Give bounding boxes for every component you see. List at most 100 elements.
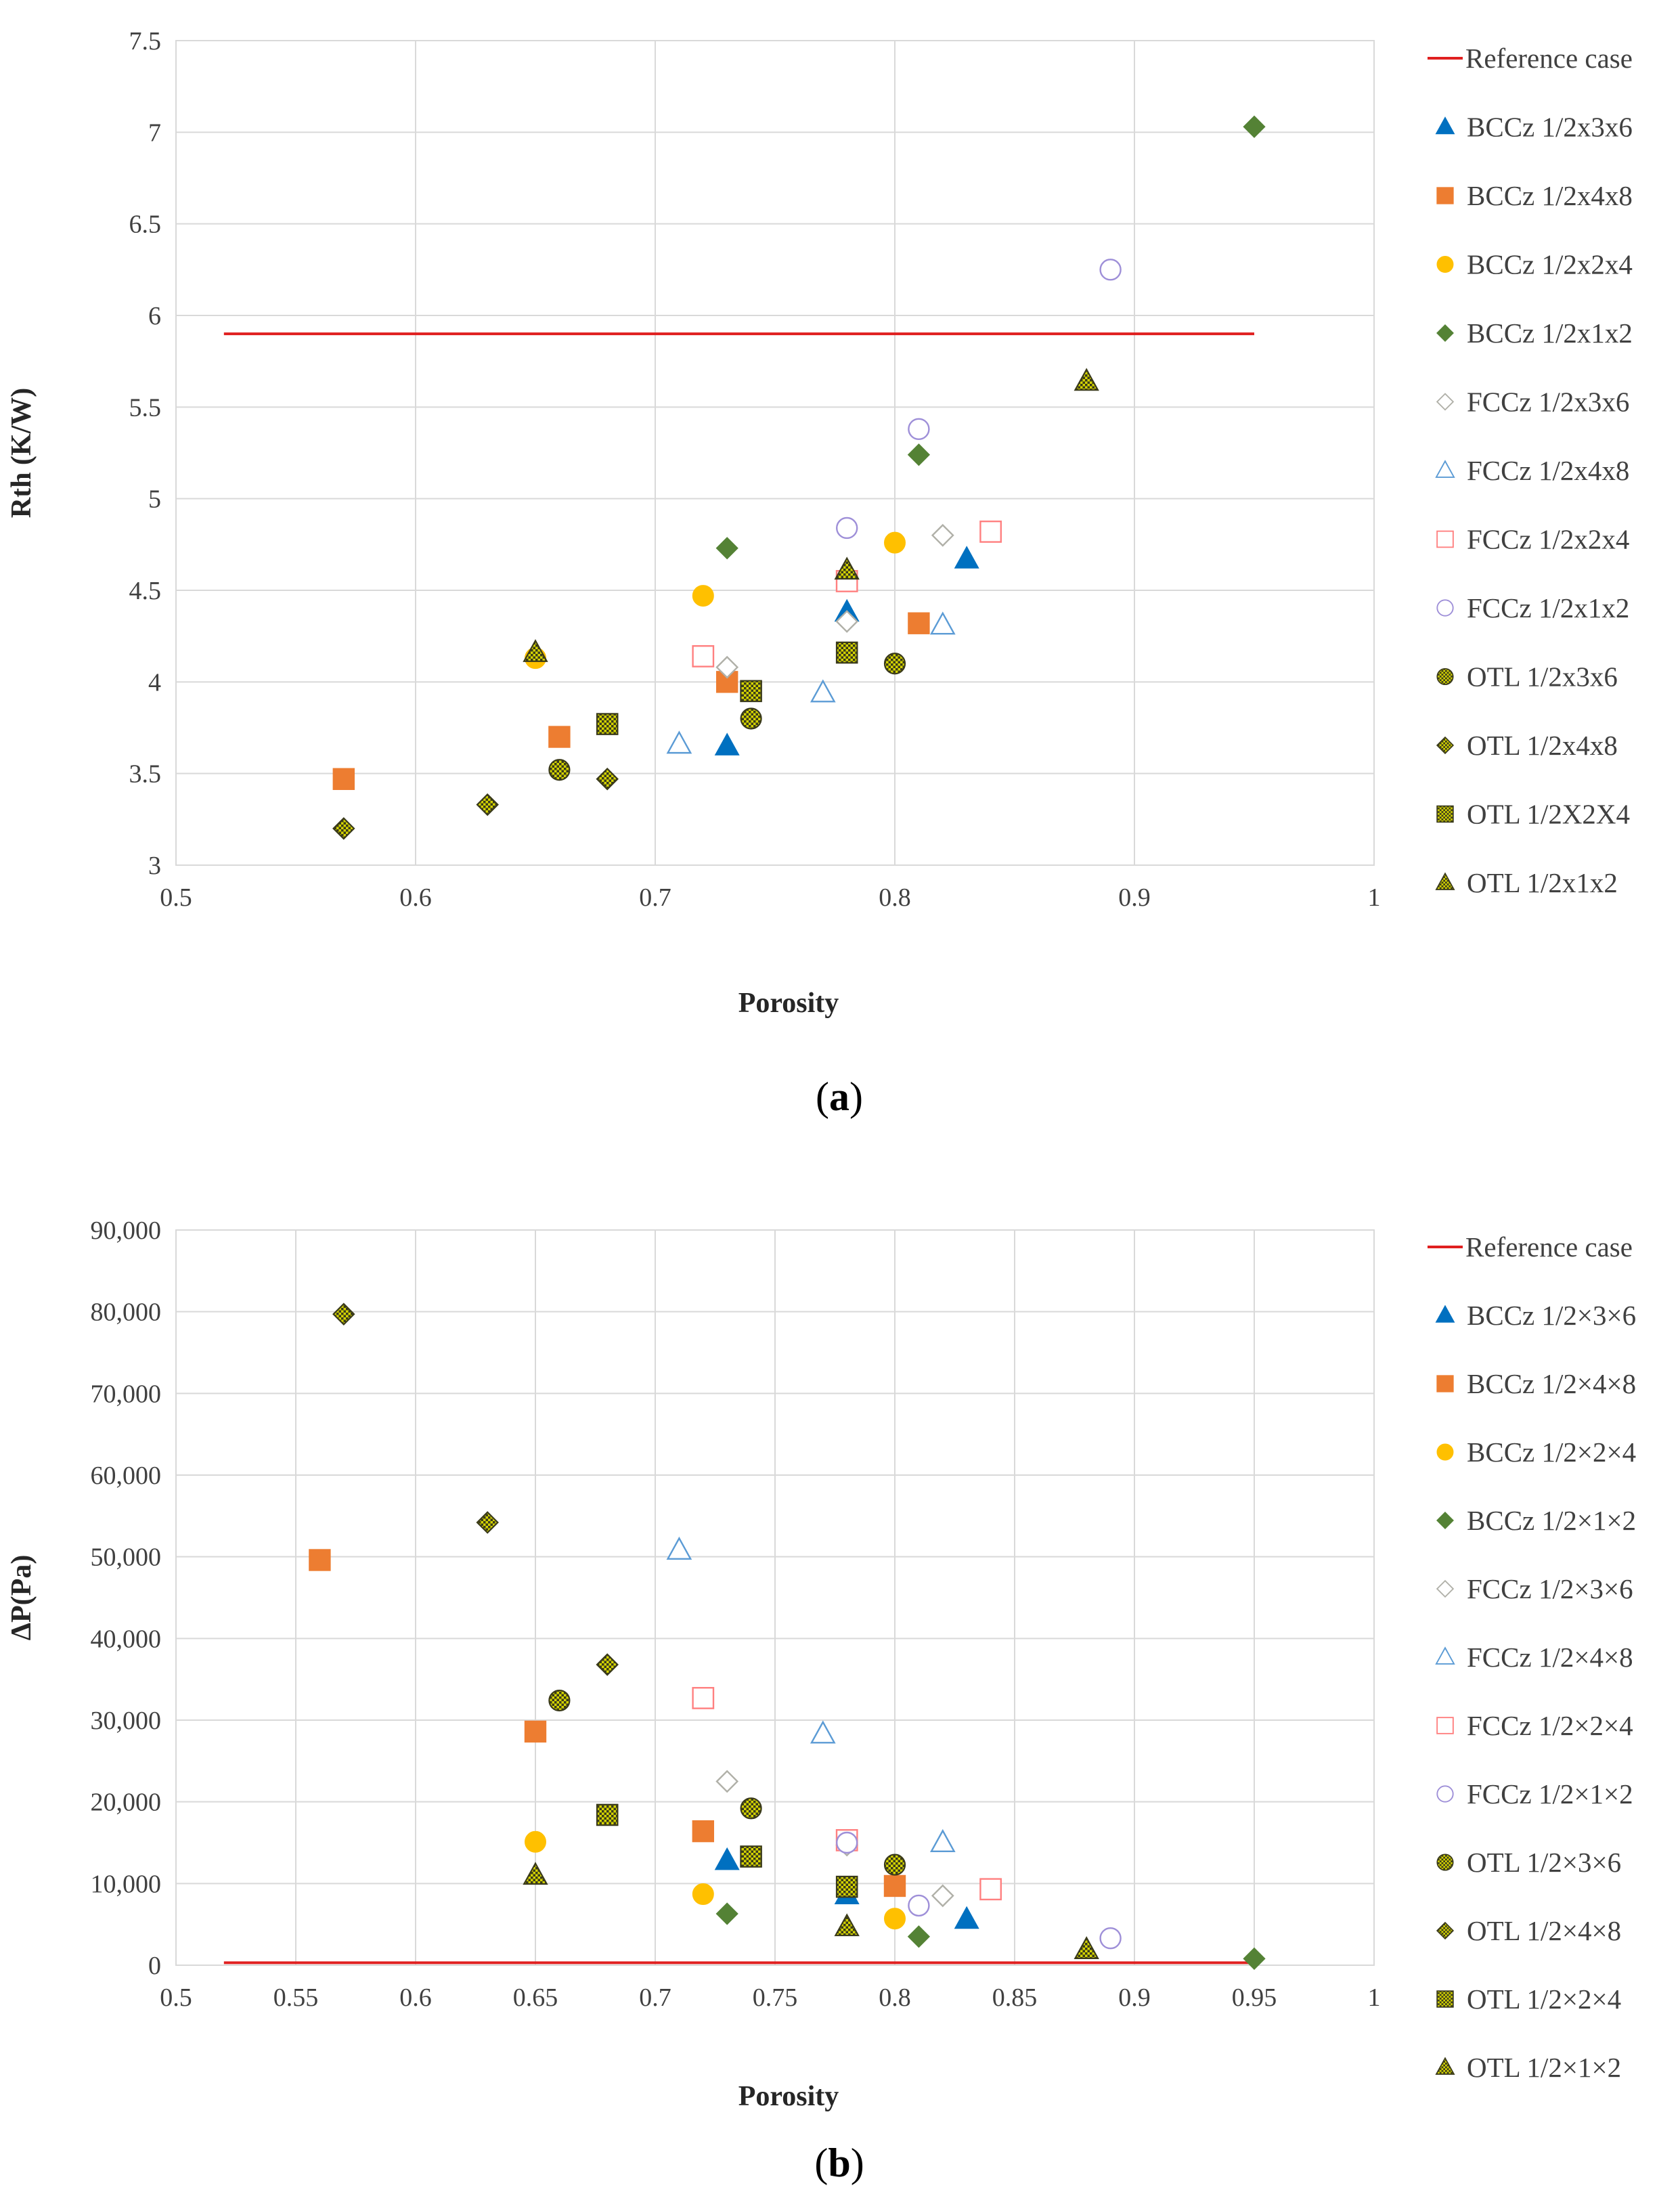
- legend-swatch-wrap: [1436, 1375, 1454, 1392]
- legend-marker-swatch: [1436, 393, 1455, 411]
- legend-item: BCCz 1/2x4x8: [1436, 180, 1633, 211]
- legend-item: OTL 1/2X2X4: [1436, 799, 1630, 830]
- legend-swatch-wrap: [1436, 1921, 1455, 1940]
- series-a-5: [715, 523, 954, 679]
- panel-a: 3 3.5 4 4.5 5 5.5 6 6.5 7 7.5 0.5 0.6 0.7 0.8 0.9 1 Poro…: [6, 27, 1633, 1119]
- data-point: [1243, 1947, 1266, 1970]
- x-tick-label-b: 0.55: [273, 1983, 319, 2012]
- data-point: [884, 531, 906, 554]
- data-point: [810, 1720, 836, 1744]
- legend-item: BCCz 1/2×2×4: [1436, 1436, 1636, 1468]
- data-point: [1074, 368, 1099, 391]
- legend-marker-swatch: [1436, 187, 1454, 204]
- y-tick-label-a: 3: [148, 852, 161, 880]
- legend-label: FCCz 1/2×2×4: [1467, 1710, 1633, 1741]
- y-tick-label-b: 10,000: [91, 1870, 162, 1898]
- data-point: [929, 611, 956, 635]
- legend-label: FCCz 1/2x1x2: [1467, 592, 1629, 623]
- data-point: [883, 1853, 906, 1876]
- legend-swatch-wrap: [1436, 1512, 1454, 1529]
- series-b-4: [715, 1902, 1266, 1970]
- y-tick-label-a: 3.5: [129, 760, 162, 789]
- legend-marker-swatch: [1435, 116, 1455, 135]
- series-a-11: [596, 641, 858, 735]
- data-point: [883, 653, 906, 675]
- data-point: [834, 556, 860, 580]
- data-point: [714, 732, 740, 755]
- data-point: [908, 1894, 930, 1917]
- panel-b: 0 10,000 20,000 30,000 40,000 50,000 60,000 70,…: [6, 1216, 1636, 2185]
- panel-caption-b: (b): [814, 2141, 864, 2185]
- legend-marker-swatch: [1436, 667, 1454, 686]
- y-axis-label-a: Rth (K/W): [6, 388, 37, 519]
- data-point: [954, 546, 979, 569]
- data-point: [596, 768, 619, 791]
- data-point: [692, 1883, 714, 1906]
- data-point: [525, 1830, 546, 1853]
- data-point: [979, 520, 1002, 543]
- y-tick-label-a: 6: [148, 302, 161, 330]
- series-b-12: [523, 1862, 1099, 1959]
- series-a-2: [332, 612, 930, 790]
- legend-label: OTL 1/2×3×6: [1467, 1847, 1621, 1878]
- legend-marker-swatch: [1435, 2057, 1455, 2075]
- x-tick-label-a: 0.9: [1118, 883, 1151, 912]
- data-point: [834, 1913, 860, 1937]
- legend-item: BCCz 1/2×4×8: [1436, 1368, 1636, 1399]
- data-point: [929, 1828, 956, 1852]
- x-tick-label-b: 0.6: [399, 1983, 432, 2012]
- legend-swatch-wrap: [1435, 2057, 1455, 2075]
- legend-item: BCCz 1/2x1x2: [1436, 317, 1633, 349]
- y-tick-label-a: 5: [148, 485, 161, 514]
- series-a-7: [692, 520, 1002, 667]
- y-tick-label-b: 0: [148, 1952, 161, 1980]
- data-point: [908, 612, 930, 634]
- legend-item: FCCz 1/2x2x4: [1436, 524, 1629, 555]
- legend-swatch-wrap: [1436, 1717, 1454, 1734]
- legend-item: OTL 1/2×3×6: [1436, 1847, 1621, 1878]
- legend-marker-swatch: [1436, 530, 1454, 548]
- data-point: [523, 639, 548, 662]
- data-point: [476, 1511, 499, 1534]
- x-axis-label-b: Porosity: [738, 2081, 839, 2112]
- x-tick-label-b: 0.9: [1118, 1983, 1151, 2012]
- legend-label: Reference case: [1465, 1231, 1633, 1263]
- legend-swatch-wrap: [1435, 1646, 1455, 1665]
- data-point: [954, 1906, 979, 1929]
- y-tick-label-a: 7: [148, 118, 161, 147]
- legend-label: OTL 1/2×1×2: [1467, 2052, 1621, 2083]
- y-tick-label-b: 30,000: [91, 1707, 162, 1735]
- legend-swatch-wrap: [1436, 1785, 1454, 1803]
- data-point: [1099, 1927, 1122, 1950]
- x-tick-label-a: 0.8: [879, 883, 911, 912]
- data-point: [740, 1797, 762, 1820]
- data-point: [1099, 259, 1122, 281]
- series-b-8: [835, 1831, 1122, 1950]
- legend-item: BCCz 1/2x2x4: [1436, 249, 1633, 280]
- data-point: [523, 1862, 548, 1885]
- legend-item: Reference case: [1428, 1231, 1633, 1263]
- legend-item: FCCz 1/2×2×4: [1436, 1710, 1633, 1741]
- data-point: [332, 817, 355, 840]
- legend-label: OTL 1/2x1x2: [1467, 867, 1618, 898]
- legend-label: FCCz 1/2x2x4: [1467, 524, 1629, 555]
- legend-label: OTL 1/2x3x6: [1467, 661, 1618, 693]
- plot-area-a: [175, 40, 1375, 866]
- legend-label: FCCz 1/2x3x6: [1467, 387, 1629, 418]
- x-tick-label-b: 0.75: [753, 1983, 798, 2012]
- y-tick-label-b: 50,000: [91, 1543, 162, 1572]
- data-point: [883, 1874, 906, 1897]
- legend-item: FCCz 1/2×1×2: [1436, 1778, 1633, 1809]
- x-tick-label-a: 1: [1368, 883, 1381, 912]
- legend-item: OTL 1/2x1x2: [1435, 867, 1618, 898]
- data-point: [714, 1847, 740, 1870]
- legend-label: OTL 1/2x4x8: [1467, 730, 1618, 761]
- series-a-10: [332, 768, 619, 840]
- x-tick-label-a: 0.5: [160, 883, 192, 912]
- data-point: [692, 1820, 714, 1843]
- data-point: [740, 1845, 762, 1868]
- y-tick-label-a: 4.5: [129, 577, 162, 605]
- series-a-9: [548, 653, 906, 781]
- legend-marker-swatch: [1436, 1512, 1454, 1529]
- legend-swatch-wrap: [1436, 805, 1454, 823]
